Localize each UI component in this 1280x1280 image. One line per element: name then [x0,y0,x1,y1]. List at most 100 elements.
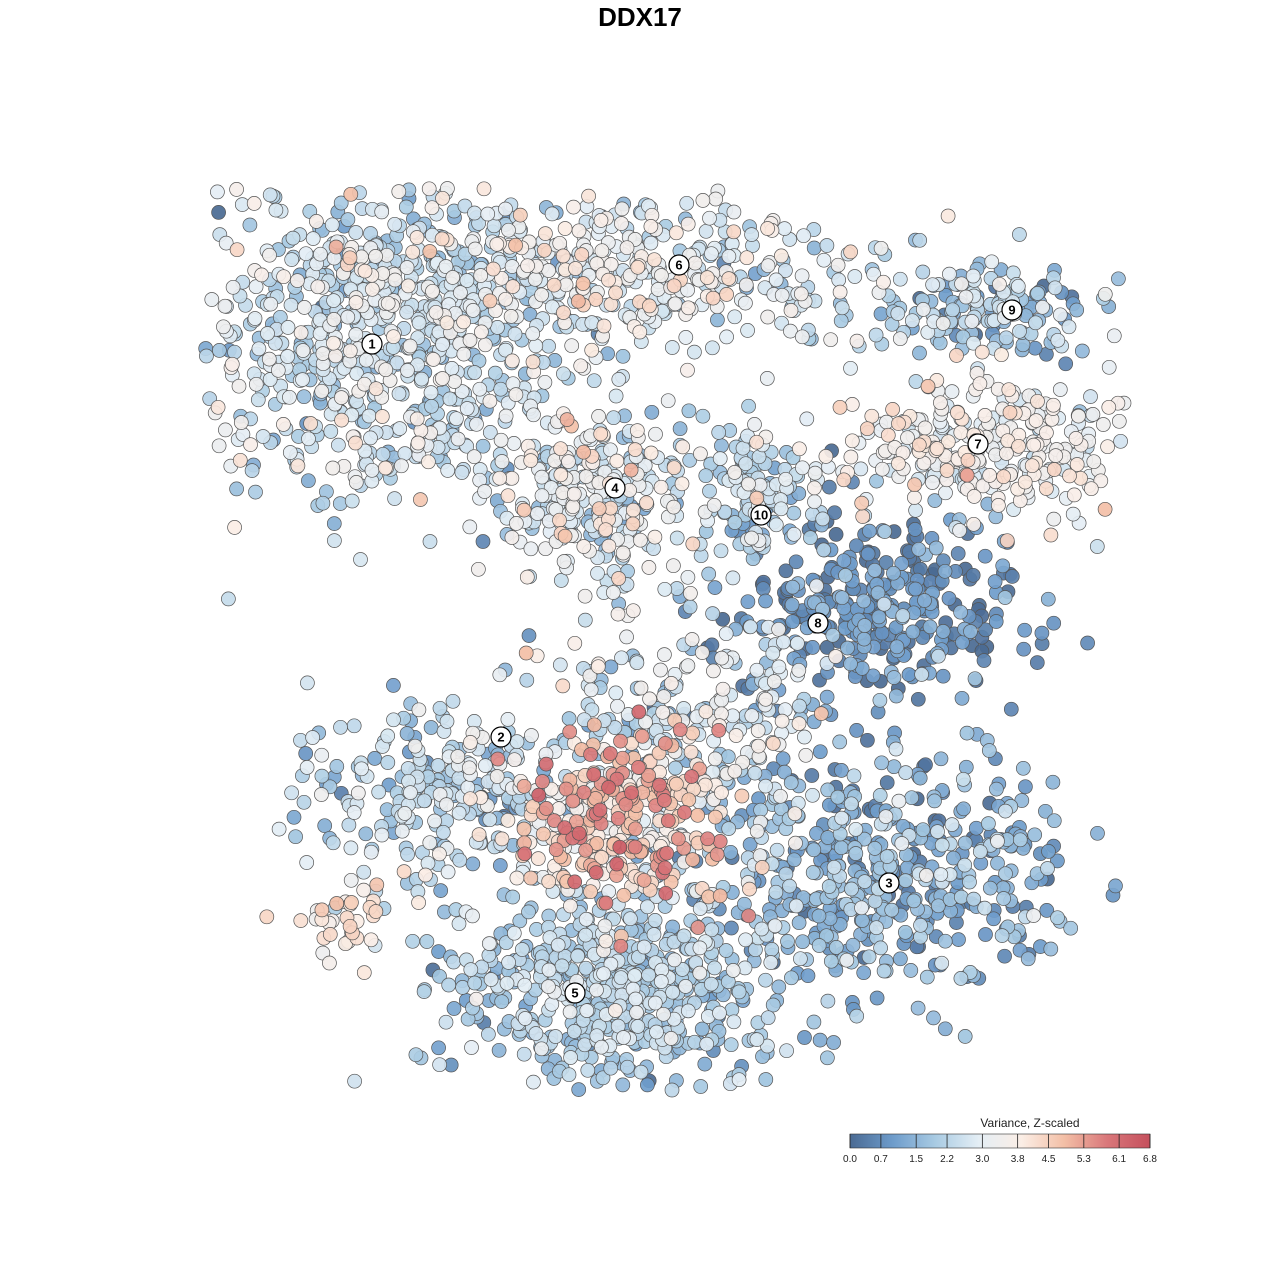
data-point [646,927,662,942]
data-point [461,760,477,776]
data-point [978,927,993,942]
data-point [884,902,900,918]
data-point [1030,286,1045,301]
data-point [949,348,964,363]
cluster-label-badge [490,726,512,748]
data-point [446,954,461,970]
data-point [870,585,886,601]
data-point [348,295,364,310]
data-point [1048,448,1064,463]
data-point [708,809,723,825]
data-point [596,966,611,982]
data-point [727,515,743,530]
data-point [682,452,698,468]
data-point [724,1002,740,1018]
data-point [556,554,572,569]
data-point [358,826,374,842]
data-point [823,332,839,348]
data-point [986,911,1001,927]
data-point [434,231,450,247]
data-point [1061,319,1077,335]
data-point [848,821,864,837]
data-point [927,493,943,508]
data-point [608,1003,623,1018]
data-point [833,840,849,856]
data-point [966,489,982,504]
data-point [399,726,415,741]
data-point [813,706,829,721]
data-point [633,1064,649,1080]
data-point [367,751,383,766]
data-point [785,579,800,595]
data-point [655,704,671,720]
data-point [456,346,472,362]
data-point [886,565,901,581]
data-point [700,831,715,847]
data-point [341,817,357,833]
data-point [996,891,1011,906]
data-point [726,1014,742,1030]
data-point [998,803,1013,819]
data-point [364,462,380,478]
data-point [305,231,321,246]
data-point [402,338,418,354]
data-point [343,840,359,856]
data-point [559,412,575,427]
data-point [998,866,1013,882]
data-point [820,993,836,1009]
data-point [627,839,643,855]
data-point [641,560,657,575]
data-point [1004,569,1020,584]
data-point [261,351,277,367]
data-point [738,277,754,293]
data-point [940,208,956,224]
data-point [992,276,1007,292]
data-point [843,360,858,376]
data-point [999,446,1014,461]
data-point [301,473,316,489]
data-point [680,216,696,232]
data-point [620,1059,635,1075]
data-point [989,781,1004,797]
data-point [888,688,904,704]
data-point [575,276,591,291]
data-point [259,909,275,925]
data-point [348,327,364,342]
data-point [227,344,242,360]
data-point [516,778,532,794]
data-point [550,937,566,953]
data-point [271,821,287,837]
data-point [731,1072,747,1088]
data-point [792,698,807,714]
data-point [260,326,275,341]
data-point [1108,878,1123,894]
data-point [611,372,627,387]
data-point [657,793,672,808]
data-point [563,1050,578,1065]
data-point [440,463,456,478]
cluster-label-text: 9 [1008,303,1015,318]
data-point [411,895,426,910]
data-point [773,501,789,517]
data-point [664,1082,680,1098]
data-point [524,728,539,743]
cluster-label-text: 1 [368,337,375,352]
data-point [952,523,967,538]
data-point [534,287,549,303]
data-point [793,951,808,967]
data-point [676,928,692,944]
data-point [571,825,587,841]
data-point [832,734,848,750]
data-point [512,913,528,929]
data-point [475,438,491,454]
data-point [562,724,578,740]
data-point [933,751,949,767]
data-point [659,845,675,861]
data-point [643,445,659,461]
data-point [563,898,578,914]
data-point [567,874,583,890]
data-point [509,734,525,749]
data-point [1046,615,1062,631]
data-point [953,889,969,905]
data-point [656,1006,671,1022]
